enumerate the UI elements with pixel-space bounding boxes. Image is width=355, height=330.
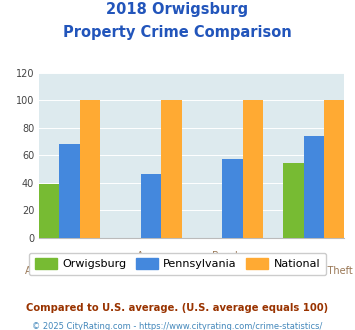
Text: Property Crime Comparison: Property Crime Comparison bbox=[63, 25, 292, 40]
Bar bbox=[80, 100, 100, 238]
Bar bbox=[242, 100, 263, 238]
Bar bbox=[283, 163, 304, 238]
Text: Larceny & Theft: Larceny & Theft bbox=[275, 266, 353, 276]
Bar bbox=[161, 100, 181, 238]
Text: Compared to U.S. average. (U.S. average equals 100): Compared to U.S. average. (U.S. average … bbox=[26, 303, 329, 313]
Bar bbox=[141, 174, 161, 238]
Legend: Orwigsburg, Pennsylvania, National: Orwigsburg, Pennsylvania, National bbox=[29, 253, 326, 275]
Text: 2018 Orwigsburg: 2018 Orwigsburg bbox=[106, 2, 248, 16]
Text: Arson: Arson bbox=[137, 251, 165, 261]
Text: © 2025 CityRating.com - https://www.cityrating.com/crime-statistics/: © 2025 CityRating.com - https://www.city… bbox=[32, 322, 323, 330]
Text: Motor Vehicle Theft: Motor Vehicle Theft bbox=[104, 266, 198, 276]
Bar bbox=[304, 136, 324, 238]
Bar bbox=[59, 144, 80, 238]
Text: Burglary: Burglary bbox=[212, 251, 253, 261]
Text: All Property Crime: All Property Crime bbox=[25, 266, 114, 276]
Bar bbox=[324, 100, 344, 238]
Bar bbox=[39, 184, 59, 238]
Bar bbox=[222, 159, 242, 238]
